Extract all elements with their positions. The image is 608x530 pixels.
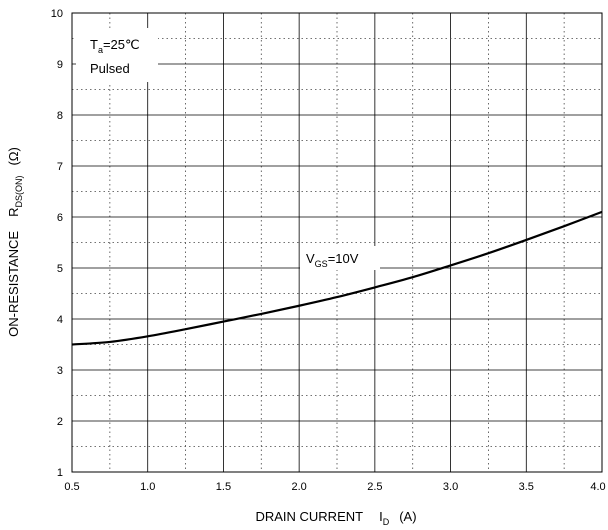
y-tick-label: 10	[51, 8, 63, 20]
x-tick-label: 3.5	[519, 481, 534, 493]
x-tick-label: 3.0	[443, 481, 458, 493]
condition-temperature-symbol: T	[90, 37, 98, 52]
condition-annotation: Ta=25℃ Pulsed	[76, 28, 158, 82]
tick-labels: 0.5 1.0 1.5 2.0 2.5 3.0 3.5 4.0 1 2 3 4 5 6 7 8 9 10	[51, 8, 606, 493]
y-tick-label: 2	[57, 416, 63, 428]
condition-temperature-value: =25℃	[103, 37, 140, 52]
series-label-sub: GS	[315, 259, 328, 269]
y-tick-label: 1	[57, 467, 63, 479]
y-tick-label: 4	[57, 314, 63, 326]
x-tick-label: 1.5	[216, 481, 231, 493]
y-tick-label: 7	[57, 161, 63, 173]
x-axis-label-unit: (A)	[399, 509, 416, 524]
series-label-value: =10V	[328, 251, 359, 266]
series-line	[71, 210, 603, 346]
y-tick-label: 3	[57, 365, 63, 377]
condition-temperature: Ta=25℃	[90, 37, 140, 55]
y-axis-label-sub: DS(ON)	[14, 176, 24, 208]
y-tick-label: 8	[57, 110, 63, 122]
series	[71, 210, 603, 346]
x-tick-label: 1.0	[140, 481, 155, 493]
condition-pulsed: Pulsed	[90, 61, 130, 76]
annotation-background	[76, 28, 158, 82]
series-label-symbol: V	[306, 251, 315, 266]
x-tick-label: 0.5	[64, 481, 79, 493]
x-axis-label: DRAIN CURRENT ID (A)	[255, 509, 416, 527]
x-axis-label-symbol: I	[379, 509, 383, 524]
x-axis-label-text: DRAIN CURRENT	[255, 509, 363, 524]
x-tick-label: 4.0	[590, 481, 605, 493]
y-tick-label: 6	[57, 212, 63, 224]
x-axis-label-sub: D	[383, 517, 390, 527]
y-axis-label-text: ON-RESISTANCE	[6, 231, 21, 337]
condition-temperature-sub: a	[98, 45, 103, 55]
plot-frame	[71, 12, 603, 473]
x-tick-label: 2.0	[291, 481, 306, 493]
series-label-background	[300, 246, 380, 270]
y-tick-label: 9	[57, 59, 63, 71]
y-tick-label: 5	[57, 263, 63, 275]
y-axis-label-unit: (Ω)	[6, 147, 21, 165]
x-tick-label: 2.5	[367, 481, 382, 493]
series-label: VGS=10V	[300, 246, 380, 270]
y-axis-label-symbol: R	[6, 208, 21, 217]
grid	[72, 13, 602, 472]
series-label-text: VGS=10V	[306, 251, 359, 269]
y-axis-label: ON-RESISTANCE RDS(ON) (Ω)	[6, 147, 24, 337]
